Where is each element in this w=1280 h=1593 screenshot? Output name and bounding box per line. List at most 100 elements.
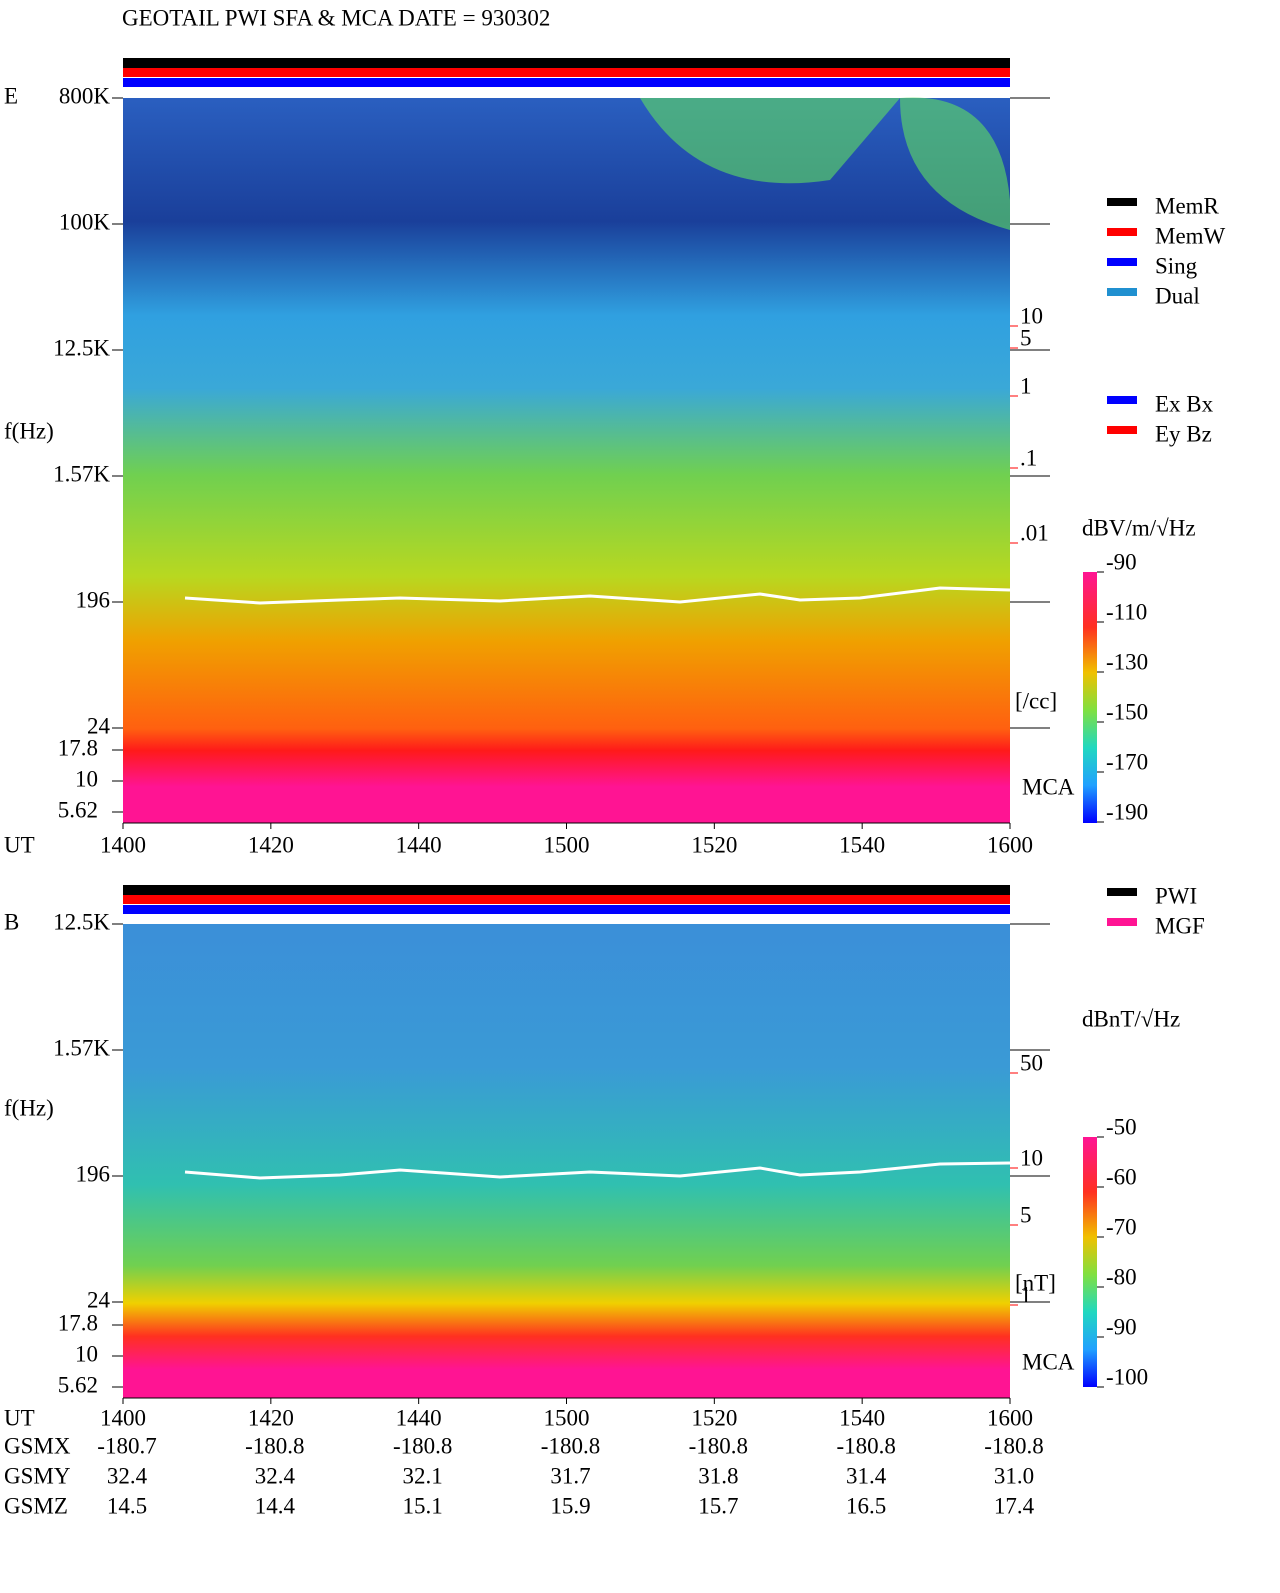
colorbar [1083, 572, 1097, 823]
orbit-value: 16.5 [846, 1493, 886, 1518]
y-tick-label: 12.5K [53, 909, 110, 934]
legend-swatch [1107, 228, 1137, 236]
y-tick-label: 1.57K [53, 1035, 110, 1060]
legend-swatch [1107, 396, 1137, 404]
x-tick-label: 1540 [839, 832, 885, 857]
colorbar-tick-label: -130 [1106, 649, 1148, 674]
status-bar [123, 905, 1010, 914]
trace [184, 1161, 1011, 1180]
status-bar [123, 58, 1010, 68]
panel-label: B [4, 909, 19, 934]
colorbar-tick-label: -70 [1106, 1214, 1137, 1239]
orbit-value: 32.4 [107, 1463, 148, 1488]
y-axis-label: f(Hz) [4, 418, 54, 443]
orbit-value: 15.9 [550, 1493, 590, 1518]
status-bar [123, 68, 1010, 77]
mca-label: MCA [1022, 1349, 1075, 1374]
y-tick-label: 800K [59, 83, 111, 108]
x-tick-label: 1420 [248, 832, 294, 857]
orbit-value: -180.7 [97, 1433, 156, 1458]
orbit-value: 15.1 [403, 1493, 443, 1518]
orbit-value: -180.8 [541, 1433, 600, 1458]
colorbar-tick-label: -50 [1106, 1114, 1137, 1139]
side-tick-label: 10 [1020, 1145, 1043, 1170]
y-tick-label: 196 [76, 1161, 111, 1186]
legend-label: PWI [1155, 883, 1197, 908]
y-tick-label: 100K [59, 209, 111, 234]
legend-swatch [1107, 258, 1137, 266]
orbit-value: 32.4 [255, 1463, 296, 1488]
mca-tick-label: 10 [75, 766, 98, 791]
mca-tick-label: 5.62 [58, 797, 98, 822]
orbit-label: GSMX [4, 1433, 71, 1458]
side-tick-label: 10 [1020, 303, 1043, 328]
side-tick-label: 1 [1020, 1282, 1032, 1307]
title: GEOTAIL PWI SFA & MCA DATE = 930302 [122, 5, 550, 30]
orbit-value: 31.8 [698, 1463, 738, 1488]
orbit-value: 31.0 [994, 1463, 1034, 1488]
orbit-value: -180.8 [689, 1433, 748, 1458]
x-tick-label: 1600 [987, 1405, 1033, 1430]
legend-label: Ex Bx [1155, 391, 1214, 416]
orbit-value: 17.4 [994, 1493, 1035, 1518]
legend-label: MemR [1155, 193, 1220, 218]
orbit-value: 14.5 [107, 1493, 147, 1518]
legend-label: Ey Bz [1155, 421, 1212, 446]
x-tick-label: 1440 [396, 832, 442, 857]
legend-label: MemW [1155, 223, 1226, 248]
y-tick-label: 12.5K [53, 335, 110, 360]
orbit-value: -180.8 [836, 1433, 895, 1458]
x-tick-label: 1520 [691, 1405, 737, 1430]
orbit-value: 31.7 [550, 1463, 590, 1488]
mca-tick-label: 17.8 [58, 735, 98, 760]
status-bar [123, 885, 1010, 895]
mca-label: MCA [1022, 774, 1075, 799]
colorbar [1083, 1137, 1097, 1387]
y-axis-label: f(Hz) [4, 1095, 54, 1120]
side-tick-label: .01 [1020, 520, 1049, 545]
side-tick-label: 5 [1020, 1202, 1032, 1227]
side-tick-label: .1 [1020, 445, 1037, 470]
side-tick-label: 50 [1020, 1050, 1043, 1075]
colorbar-tick-label: -190 [1106, 799, 1148, 824]
colorbar-tick-label: -90 [1106, 549, 1137, 574]
colorbar-tick-label: -170 [1106, 749, 1148, 774]
colorbar-unit: dBV/m/√Hz [1082, 515, 1196, 540]
legend-label: MGF [1155, 913, 1205, 938]
x-tick-label: 1420 [248, 1405, 294, 1430]
orbit-label: GSMY [4, 1463, 71, 1488]
x-tick-label: 1440 [396, 1405, 442, 1430]
colorbar-tick-label: -80 [1106, 1264, 1137, 1289]
x-tick-label: 1400 [100, 1405, 146, 1430]
x-tick-label: 1500 [544, 1405, 590, 1430]
status-bar [123, 895, 1010, 904]
side-tick-label: 5 [1020, 325, 1032, 350]
emission [640, 97, 1010, 230]
status-bar [123, 78, 1010, 87]
panel-label: E [4, 83, 18, 108]
y-tick-label: 196 [76, 587, 111, 612]
colorbar-tick-label: -100 [1106, 1364, 1148, 1389]
orbit-value: 15.7 [698, 1493, 738, 1518]
legend-swatch [1107, 918, 1137, 926]
x-tick-label: 1500 [544, 832, 590, 857]
x-tick-label: 1600 [987, 832, 1033, 857]
x-axis-label: UT [4, 832, 35, 857]
legend-swatch [1107, 888, 1137, 896]
y-tick-label: 24 [87, 1287, 111, 1312]
orbit-value: 14.4 [255, 1493, 296, 1518]
x-axis-label: UT [4, 1405, 35, 1430]
y-tick-label: 1.57K [53, 461, 110, 486]
side-tick-label: 1 [1020, 373, 1032, 398]
x-tick-label: 1520 [691, 832, 737, 857]
legend-swatch [1107, 288, 1137, 296]
orbit-value: -180.8 [984, 1433, 1043, 1458]
y-tick-label: 24 [87, 713, 111, 738]
legend-swatch [1107, 426, 1137, 434]
orbit-label: GSMZ [4, 1493, 68, 1518]
orbit-value: 32.1 [403, 1463, 443, 1488]
mca-tick-label: 10 [75, 1341, 98, 1366]
colorbar-tick-label: -150 [1106, 699, 1148, 724]
trace [184, 586, 1011, 605]
